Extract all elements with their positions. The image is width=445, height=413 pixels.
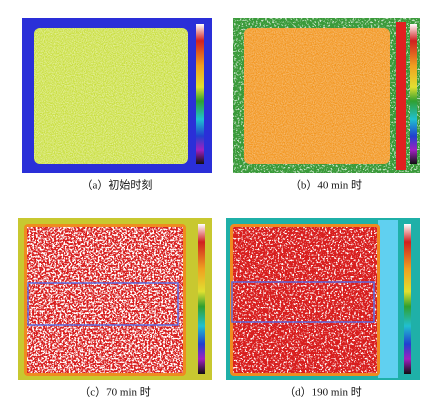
caption: （a）初始时刻 xyxy=(82,178,153,192)
thermal-image-a xyxy=(22,18,212,173)
thermal-image-d xyxy=(226,218,420,380)
thermal-image-b xyxy=(233,18,420,173)
thermal-image-c xyxy=(18,218,212,380)
caption: （b）40 min 时 xyxy=(290,179,362,192)
caption: （c）70 min 时 xyxy=(79,386,151,399)
caption: （d）190 min 时 xyxy=(284,386,362,399)
